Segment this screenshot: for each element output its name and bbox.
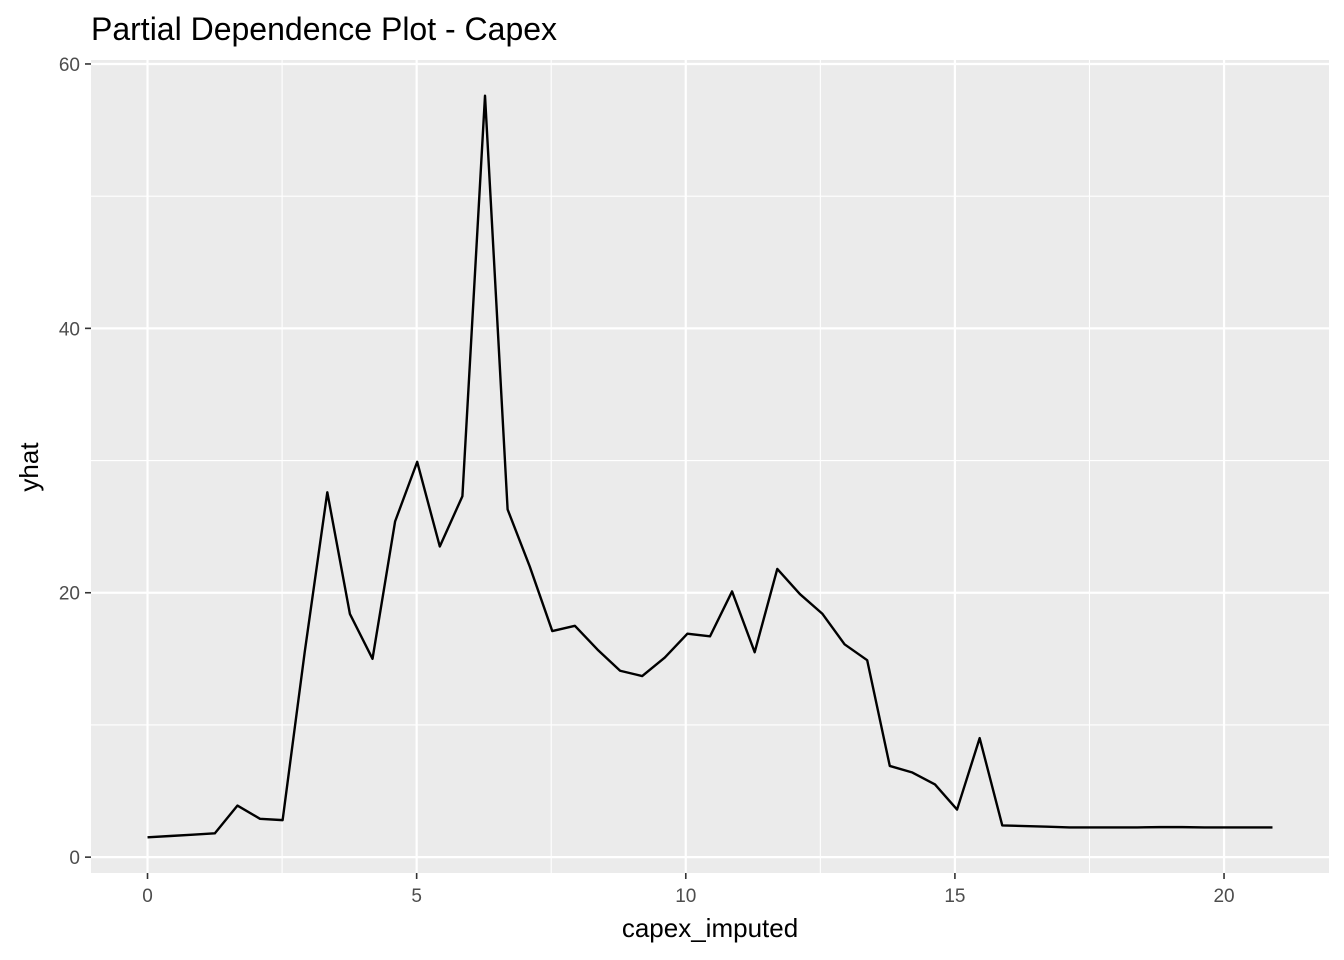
y-axis-title: yhat (14, 442, 44, 492)
series-line-0 (147, 94, 1273, 839)
y-tick-label: 20 (59, 584, 80, 605)
y-tick-label: 40 (59, 319, 80, 340)
chart-title: Partial Dependence Plot - Capex (91, 11, 557, 47)
y-axis: 0 20 40 60 (59, 55, 91, 869)
grid-minor (91, 60, 1329, 873)
x-tick-label: 0 (142, 886, 153, 907)
plot-panel (91, 60, 1329, 873)
y-tick-label: 60 (59, 55, 80, 76)
x-tick-label: 15 (944, 886, 965, 907)
grid-major (91, 60, 1329, 873)
y-tick-label: 0 (69, 848, 80, 869)
x-tick-label: 20 (1213, 886, 1234, 907)
x-tick-label: 10 (675, 886, 696, 907)
x-axis: 0 5 10 15 20 (142, 873, 1235, 907)
x-axis-title: capex_imputed (622, 913, 798, 943)
series-layer (147, 94, 1273, 839)
x-tick-label: 5 (411, 886, 422, 907)
